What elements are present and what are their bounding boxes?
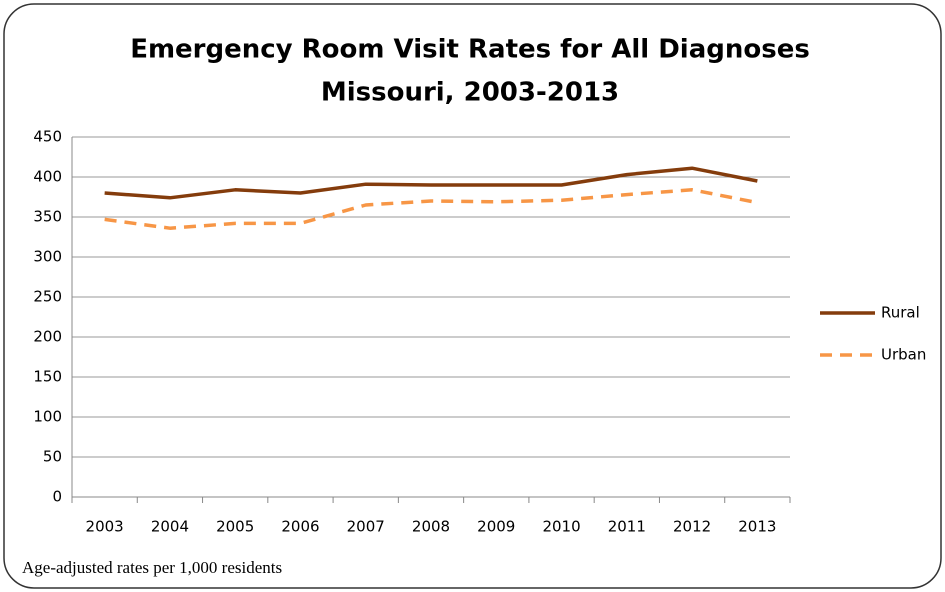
y-tick-label: 200 <box>33 328 62 346</box>
y-tick-label: 250 <box>33 288 62 306</box>
x-tick-label: 2007 <box>347 518 385 536</box>
legend-label: Rural <box>881 304 920 322</box>
x-tick-label: 2005 <box>216 518 254 536</box>
series-line <box>104 188 758 230</box>
y-tick-label: 50 <box>43 448 62 466</box>
annotation: Age-adjusted rates per 1,000 residents <box>22 558 282 577</box>
series-line <box>104 166 758 200</box>
y-tick-label: 150 <box>33 368 62 386</box>
legend-label: Urban <box>881 346 926 364</box>
y-tick-label: 0 <box>52 488 62 506</box>
x-tick-label: 2003 <box>86 518 124 536</box>
x-tick-label: 2006 <box>281 518 319 536</box>
x-tick-label: 2009 <box>477 518 515 536</box>
frame <box>3 3 942 589</box>
chart-subtitle: Missouri, 2003-2013 <box>321 78 619 108</box>
y-tick-label: 350 <box>33 208 62 226</box>
x-tick-label: 2004 <box>151 518 189 536</box>
chart-title: Emergency Room Visit Rates for All Diagn… <box>130 35 810 65</box>
y-tick-label: 300 <box>33 248 62 266</box>
x-tick-label: 2008 <box>412 518 450 536</box>
x-tick-label: 2013 <box>738 518 776 536</box>
x-tick-label: 2011 <box>608 518 646 536</box>
x-tick-label: 2010 <box>542 518 580 536</box>
y-tick-label: 450 <box>33 128 62 146</box>
y-tick-label: 100 <box>33 408 62 426</box>
y-tick-label: 400 <box>33 168 62 186</box>
x-tick-label: 2012 <box>673 518 711 536</box>
